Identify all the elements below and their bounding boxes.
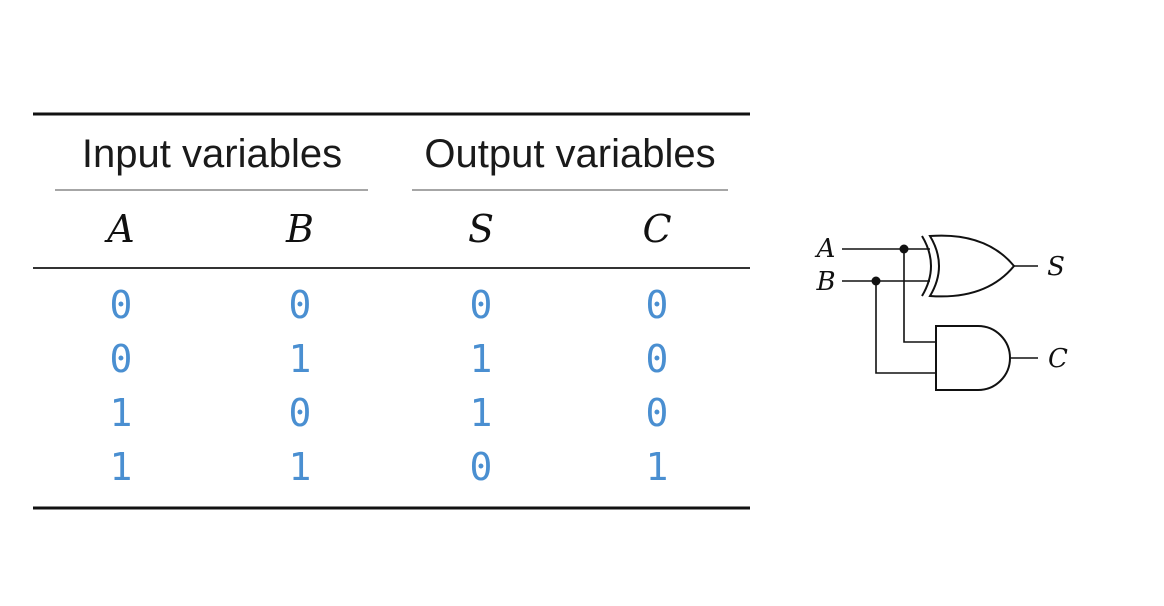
cell-r4-s: 0 [470,445,493,489]
column-header-b: B [285,207,314,251]
cell-r1-c: 0 [646,283,669,327]
cell-r1-b: 0 [289,283,312,327]
junction-dot-a [899,244,909,254]
xor-gate-input-arc [921,235,932,297]
junction-dot-b [871,276,881,286]
input-label-b: B [815,267,835,297]
input-label-a: A [815,234,836,264]
output-label-s: S [1047,252,1065,282]
wire-a-branch-to-and [903,249,936,343]
cell-r2-s: 1 [470,337,493,381]
column-header-c: C [642,207,671,251]
cell-r2-a: 0 [110,337,133,381]
cell-r3-s: 1 [470,391,493,435]
cell-r1-a: 0 [110,283,133,327]
cell-r3-b: 0 [289,391,312,435]
cell-r4-a: 1 [110,445,133,489]
cell-r2-c: 0 [646,337,669,381]
cell-r4-b: 1 [289,445,312,489]
half-adder-circuit: A B S C [815,234,1068,391]
cell-r3-a: 1 [110,391,133,435]
group-header-inputs: Input variables [82,132,342,176]
column-header-s: S [468,207,494,251]
cell-r4-c: 1 [646,445,669,489]
column-header-a: A [104,207,134,251]
cell-r2-b: 1 [289,337,312,381]
cell-r3-c: 0 [646,391,669,435]
xor-gate [928,234,1016,298]
wire-b-branch-to-and [875,281,936,374]
cell-r1-s: 0 [470,283,493,327]
and-gate [935,325,1011,391]
output-label-c: C [1048,344,1068,374]
group-header-outputs: Output variables [424,132,715,176]
